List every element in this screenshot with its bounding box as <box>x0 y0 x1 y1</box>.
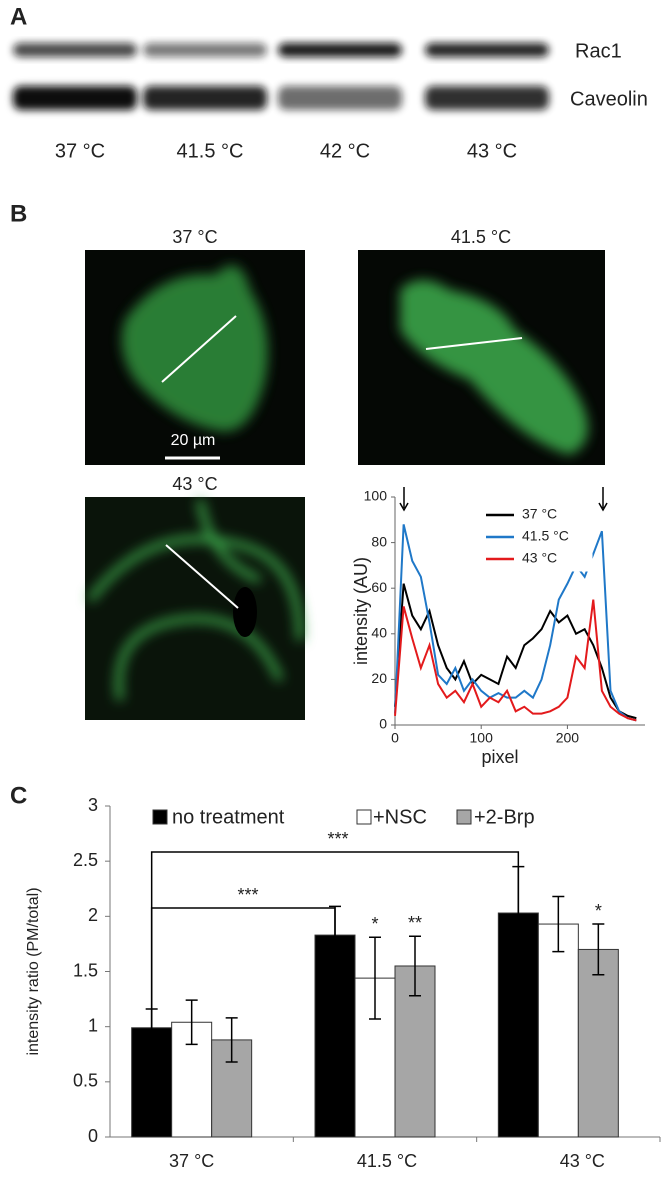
y-tick-label: 0 <box>88 1126 98 1146</box>
y-tick-label: 2.5 <box>73 850 98 870</box>
x-tick-label: 0 <box>391 730 399 746</box>
blot-band <box>425 43 549 57</box>
legend-swatch <box>356 809 372 825</box>
bar <box>537 923 579 1138</box>
lane-label: 43 °C <box>467 140 517 162</box>
y-tick-label: 20 <box>371 670 387 686</box>
error-bar <box>369 936 381 1020</box>
error-bar <box>185 999 198 1046</box>
legend-label: 37 °C <box>522 506 557 522</box>
micrograph <box>358 250 605 465</box>
blot-band <box>278 43 402 57</box>
y-axis-label: intensity ratio (PM/total) <box>25 887 42 1055</box>
image-title: 43 °C <box>172 474 217 494</box>
significance-label: * <box>371 914 378 934</box>
blot-band <box>13 43 137 57</box>
peak-arrow <box>399 487 608 512</box>
panel-label: B <box>10 200 27 227</box>
micrograph <box>85 497 305 720</box>
annotation: *** <box>237 885 258 905</box>
lane-label: 37 °C <box>55 140 105 162</box>
blot-band <box>278 86 402 110</box>
bar <box>577 948 619 1138</box>
legend-label: no treatment <box>172 806 285 828</box>
error-bar <box>592 923 605 976</box>
y-tick-label: 60 <box>371 579 387 595</box>
y-tick-label: 2 <box>88 905 98 925</box>
scale-bar-label: 20 µm <box>171 432 216 449</box>
y-tick-label: 1.5 <box>73 960 98 980</box>
image-title: 41.5 °C <box>451 227 511 247</box>
y-tick-label: 3 <box>88 795 98 815</box>
panel-label: A <box>10 3 27 30</box>
western-blot <box>13 43 549 110</box>
significance-label: * <box>595 901 602 921</box>
image-title: 37 °C <box>172 227 217 247</box>
annotation: *** <box>327 829 348 849</box>
error-bar <box>552 895 565 953</box>
x-tick-label: 100 <box>470 730 494 746</box>
blot-band <box>143 86 267 110</box>
x-axis-label: pixel <box>481 747 518 767</box>
y-tick-label: 40 <box>371 625 387 641</box>
y-axis-label: intensity (AU) <box>351 557 371 665</box>
significance-bracket <box>150 907 336 1088</box>
error-bar <box>225 1017 238 1063</box>
x-tick-label: 37 °C <box>169 1151 214 1171</box>
x-tick-label: 41.5 °C <box>357 1151 417 1171</box>
legend-label: 43 °C <box>522 550 557 566</box>
band-label: Rac1 <box>575 40 622 62</box>
line-series <box>394 599 637 722</box>
legend-swatch <box>456 809 472 825</box>
blot-band <box>143 43 267 57</box>
micrograph: 20 µm <box>85 250 305 465</box>
legend-label: +2-Brp <box>474 806 535 828</box>
blot-band <box>425 86 549 110</box>
blot-band <box>13 86 137 110</box>
y-tick-label: 0.5 <box>73 1071 98 1091</box>
bar <box>314 934 356 1138</box>
y-tick-label: 1 <box>88 1015 98 1035</box>
legend-swatch <box>152 809 168 825</box>
legend-label: +NSC <box>373 806 427 828</box>
x-tick-label: 43 °C <box>560 1151 605 1171</box>
y-tick-label: 100 <box>364 488 388 504</box>
band-label: Caveolin <box>570 88 648 110</box>
significance-label: ** <box>408 913 422 933</box>
y-tick-label: 0 <box>379 716 387 732</box>
line-series <box>394 583 637 720</box>
y-tick-label: 80 <box>371 533 387 549</box>
lane-label: 41.5 °C <box>177 140 244 162</box>
lane-label: 42 °C <box>320 140 370 162</box>
error-bar <box>409 935 421 997</box>
x-tick-label: 200 <box>556 730 580 746</box>
line-series <box>394 524 637 722</box>
legend-label: 41.5 °C <box>522 528 569 544</box>
panel-label: C <box>10 782 27 809</box>
